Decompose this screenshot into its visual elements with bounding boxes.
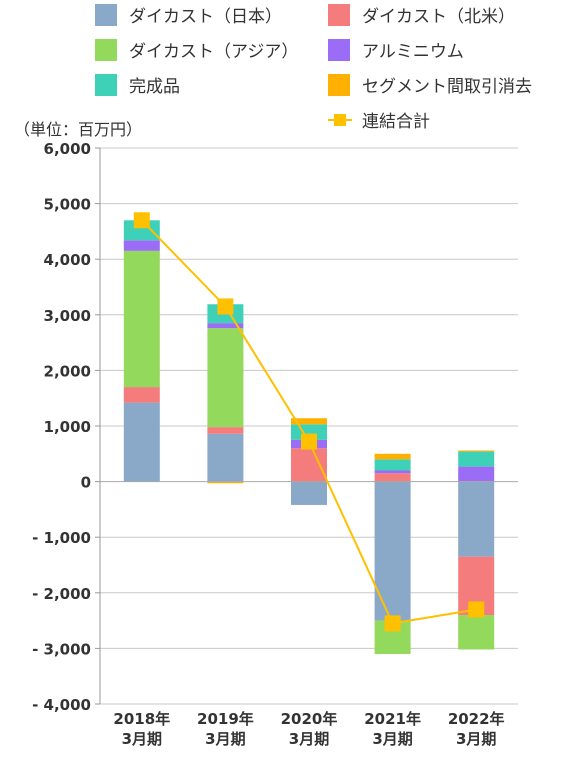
bar-segment: [123, 387, 160, 403]
y-tick-label: - 4,000: [32, 696, 91, 714]
bar-segment: [374, 481, 411, 621]
bar-segment: [123, 402, 160, 482]
legend-item: アルミニウム: [328, 37, 464, 62]
y-tick-label: - 1,000: [32, 529, 91, 547]
total-marker: [301, 433, 317, 450]
legend-item: ダイカスト（北米）: [328, 2, 515, 27]
bar-segment: [207, 433, 244, 482]
legend-item: 連結合計: [328, 107, 430, 132]
total-marker: [217, 298, 234, 315]
bar-segment: [458, 466, 495, 482]
legend-item: ダイカスト（日本）: [95, 2, 282, 27]
bar-segment: [374, 459, 411, 471]
bar-segment: [374, 473, 411, 482]
x-tick-label: 2022年 3月期: [448, 710, 505, 748]
legend-swatch: [95, 3, 117, 26]
y-tick-label: - 3,000: [32, 640, 91, 658]
y-tick-label: 5,000: [44, 196, 91, 214]
bar-segment: [207, 328, 244, 428]
bar-segment: [458, 450, 495, 452]
bar-segment: [374, 453, 411, 460]
legend-swatch: [95, 73, 117, 96]
axes: 6,000 5,000 4,000 3,000 2,000 1,000 0 - 1,000 - …: [32, 140, 504, 748]
bar-segment: [458, 481, 495, 557]
bar-segment: [123, 240, 160, 251]
legend-swatch: [328, 38, 350, 61]
legend-label: セグメント間取引消去: [362, 77, 532, 97]
legend-label: ダイカスト（アジア）: [129, 42, 299, 62]
legend-item: ダイカスト（アジア）: [95, 37, 298, 62]
bar-segment: [123, 250, 160, 388]
y-tick-label: 6,000: [44, 140, 91, 158]
total-line: [133, 212, 485, 632]
legend-label: ダイカスト（北米）: [362, 7, 515, 27]
unit-label: （単位：百万円）: [14, 120, 143, 139]
legend-item: セグメント間取引消去: [328, 72, 532, 97]
legend-label: アルミニウム: [362, 42, 464, 62]
legend-label: ダイカスト（日本）: [129, 7, 282, 27]
legend-item: 完成品: [95, 72, 180, 97]
y-tick-label: - 2,000: [32, 585, 91, 603]
bar-segment: [123, 220, 160, 241]
y-tick-label: 4,000: [44, 251, 91, 269]
bar-segment: [207, 427, 244, 434]
y-tick-label: 2,000: [44, 362, 91, 380]
x-tick-label: 2018年 3月期: [113, 710, 170, 748]
legend-swatch: [328, 73, 350, 96]
total-marker: [468, 601, 485, 618]
bar-segment: [207, 481, 244, 484]
total-marker: [133, 212, 150, 229]
bar-segment: [207, 323, 244, 329]
legend-label: 連結合計: [362, 112, 430, 132]
total-marker: [384, 615, 401, 632]
grid-lines: [100, 147, 518, 705]
legend-label: 完成品: [129, 77, 180, 97]
bar-segment: [291, 481, 327, 505]
bar-segment: [291, 418, 327, 425]
legend-swatch: [328, 3, 350, 26]
y-tick-label: 1,000: [44, 418, 91, 436]
legend-line-swatch: [328, 109, 352, 131]
legend-swatch: [95, 38, 117, 61]
bar-segment: [458, 451, 495, 467]
y-tick-label: 3,000: [44, 307, 91, 325]
y-tick-label: 0: [81, 474, 91, 492]
bars: [123, 220, 495, 654]
bar-segment: [374, 470, 411, 474]
bar-segment: [458, 615, 495, 650]
x-tick-label: 2021年 3月期: [364, 710, 421, 748]
x-tick-label: 2019年 3月期: [197, 710, 254, 748]
x-tick-label: 2020年 3月期: [281, 710, 338, 748]
bar-segment: [291, 448, 327, 482]
